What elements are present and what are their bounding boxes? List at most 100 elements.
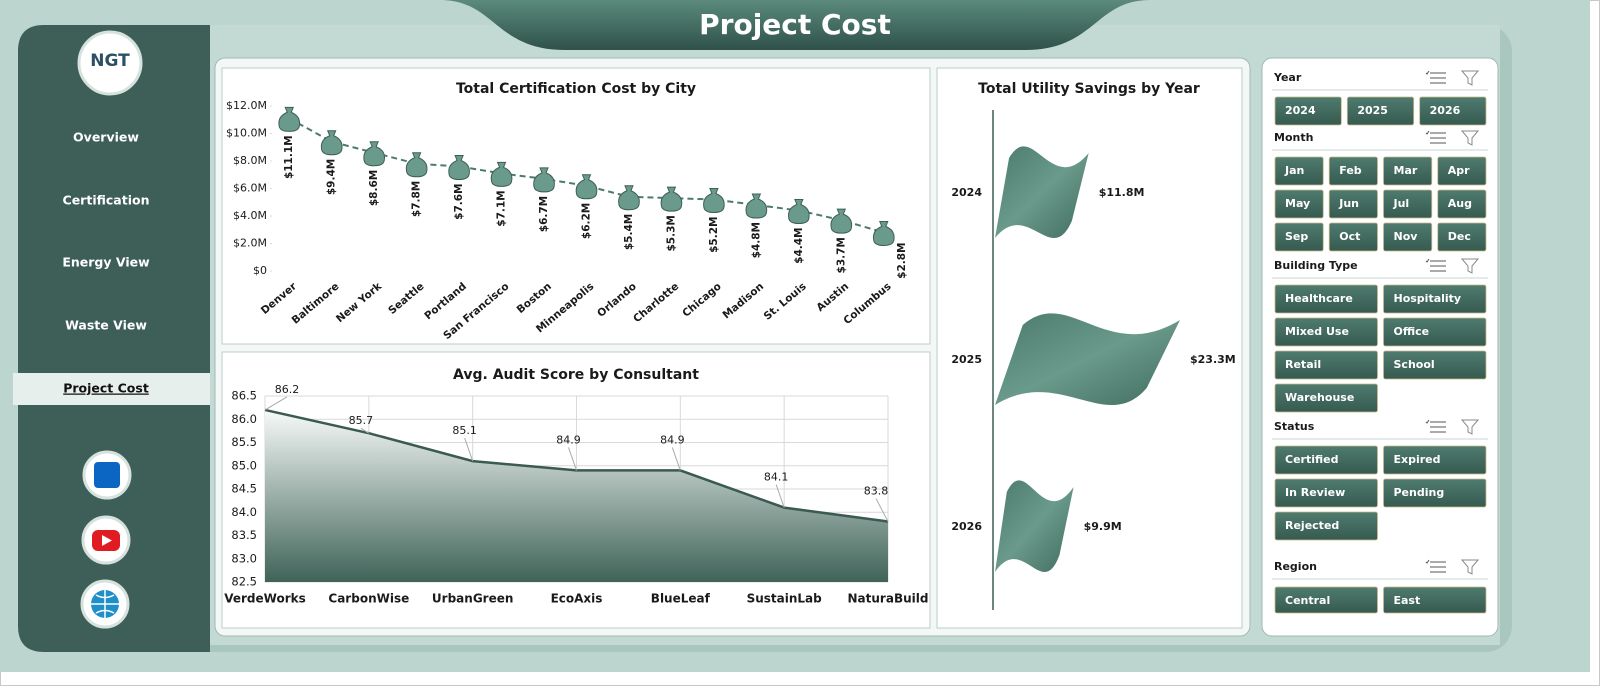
slicer-button[interactable] xyxy=(1274,156,1324,186)
data-label: $7.1M xyxy=(496,190,508,226)
nav-item[interactable]: Certification xyxy=(63,193,150,208)
clear-filter-icon[interactable] xyxy=(1460,559,1480,575)
slicer-button[interactable] xyxy=(1383,189,1433,219)
data-label: 84.9 xyxy=(660,433,685,446)
money-bag-marker xyxy=(618,185,640,211)
x-tick-label: UrbanGreen xyxy=(432,592,513,606)
data-label: 85.7 xyxy=(349,414,374,427)
y-tick-label: 84.0 xyxy=(231,505,257,519)
slicer-title: Month xyxy=(1274,131,1313,144)
leader-line xyxy=(464,437,474,462)
data-label: $3.7M xyxy=(835,237,847,273)
clear-filter-icon[interactable] xyxy=(1460,258,1480,274)
y-tick-label: 2024 xyxy=(951,186,982,199)
slicer-button[interactable] xyxy=(1437,222,1487,252)
money-bag-marker xyxy=(278,106,301,132)
slicer-button[interactable] xyxy=(1328,222,1378,252)
money-bag-marker xyxy=(660,186,683,212)
slicer-button[interactable] xyxy=(1274,189,1324,219)
slicer-button[interactable] xyxy=(1383,222,1433,252)
data-label: $4.8M xyxy=(750,222,762,258)
x-tick-label: NaturaBuild xyxy=(848,592,929,606)
slicer-button[interactable] xyxy=(1274,284,1378,314)
slicer-button[interactable] xyxy=(1419,96,1487,126)
multi-select-icon[interactable] xyxy=(1425,130,1446,144)
nav-selected-bg xyxy=(13,373,210,405)
multi-select-icon[interactable] xyxy=(1425,70,1446,84)
chart-title: Total Utility Savings by Year xyxy=(978,81,1200,97)
slicer-button[interactable] xyxy=(1328,156,1378,186)
slicer-title: Status xyxy=(1274,420,1315,433)
slicer-button[interactable] xyxy=(1383,586,1487,614)
slicer-button-label: 2024 xyxy=(1285,104,1316,117)
slicer-button[interactable] xyxy=(1346,96,1415,126)
data-label: $6.2M xyxy=(581,203,593,239)
web-lines xyxy=(91,590,119,618)
slicer-button[interactable] xyxy=(1274,222,1324,252)
slicer-button-label: 2025 xyxy=(1357,104,1388,117)
logo-text: NGT xyxy=(90,51,130,71)
x-tick-label: VerdeWorks xyxy=(224,592,306,606)
flag-bar xyxy=(995,146,1089,238)
slicer-button[interactable] xyxy=(1274,317,1378,347)
clear-filter-icon[interactable] xyxy=(1460,130,1480,146)
slicer-button[interactable] xyxy=(1328,189,1378,219)
y-tick-label: $8.0M xyxy=(233,154,267,167)
nav-item[interactable]: Waste View xyxy=(65,318,147,333)
slicer-button[interactable] xyxy=(1274,383,1378,413)
data-label: 86.2 xyxy=(275,383,300,396)
data-label: $8.6M xyxy=(368,170,380,206)
data-label: $4.4M xyxy=(793,228,805,264)
slicer-button-label: Aug xyxy=(1448,197,1472,210)
slicer-button[interactable] xyxy=(1437,189,1487,219)
slicer-button[interactable] xyxy=(1383,478,1487,508)
data-label: $6.7M xyxy=(538,196,550,232)
data-label: 84.9 xyxy=(556,433,581,446)
flag-bar xyxy=(995,313,1180,405)
chart-title: Avg. Audit Score by Consultant xyxy=(453,367,699,383)
nav-item[interactable]: Energy View xyxy=(62,255,150,270)
slicer-panel xyxy=(1261,57,1499,637)
score-area xyxy=(265,409,888,582)
slicer-button[interactable] xyxy=(1274,586,1378,614)
slicer-button[interactable] xyxy=(1383,445,1487,475)
slicer-button[interactable] xyxy=(1383,156,1433,186)
slicer-button-label: Apr xyxy=(1448,164,1470,177)
slicer-button[interactable] xyxy=(1383,350,1487,380)
y-tick-label: $0 xyxy=(253,264,267,277)
youtube-play xyxy=(102,535,112,546)
slicer-button-label: 2026 xyxy=(1430,104,1461,117)
leader-line xyxy=(264,396,288,411)
clear-filter-icon[interactable] xyxy=(1460,419,1480,435)
slicer-button[interactable] xyxy=(1274,478,1378,508)
header-title: Project Cost xyxy=(699,8,891,41)
slicer-button[interactable] xyxy=(1274,511,1378,541)
multi-select-icon[interactable] xyxy=(1425,559,1446,573)
slicer-button[interactable] xyxy=(1383,284,1487,314)
sidebar xyxy=(18,25,210,652)
slicer-button[interactable] xyxy=(1274,350,1378,380)
data-label: $9.4M xyxy=(326,159,338,195)
y-tick-label: $12.0M xyxy=(226,99,267,112)
multi-select-icon[interactable] xyxy=(1425,258,1446,272)
y-tick-label: 83.5 xyxy=(231,528,257,542)
nav-item[interactable]: Project Cost xyxy=(63,381,149,396)
slicer-button[interactable] xyxy=(1437,156,1487,186)
slicer-button[interactable] xyxy=(1383,317,1487,347)
slicer-button-label: Certified xyxy=(1285,453,1338,466)
clear-filter-icon[interactable] xyxy=(1460,70,1480,86)
money-bag-marker xyxy=(320,130,343,156)
slicer-button-label: Rejected xyxy=(1285,519,1339,532)
slicer-button[interactable] xyxy=(1274,445,1378,475)
slicer-button-label: East xyxy=(1394,594,1421,607)
data-label: $11.8M xyxy=(1099,186,1145,199)
data-label: 85.1 xyxy=(452,424,477,437)
y-tick-label: 83.0 xyxy=(231,551,257,565)
nav-item[interactable]: Overview xyxy=(73,130,139,145)
slicer-button[interactable] xyxy=(1274,96,1342,126)
y-tick-label: $6.0M xyxy=(233,182,267,195)
multi-select-icon[interactable] xyxy=(1425,419,1446,433)
data-label: $5.4M xyxy=(623,214,635,250)
x-tick-label: BlueLeaf xyxy=(651,592,711,606)
